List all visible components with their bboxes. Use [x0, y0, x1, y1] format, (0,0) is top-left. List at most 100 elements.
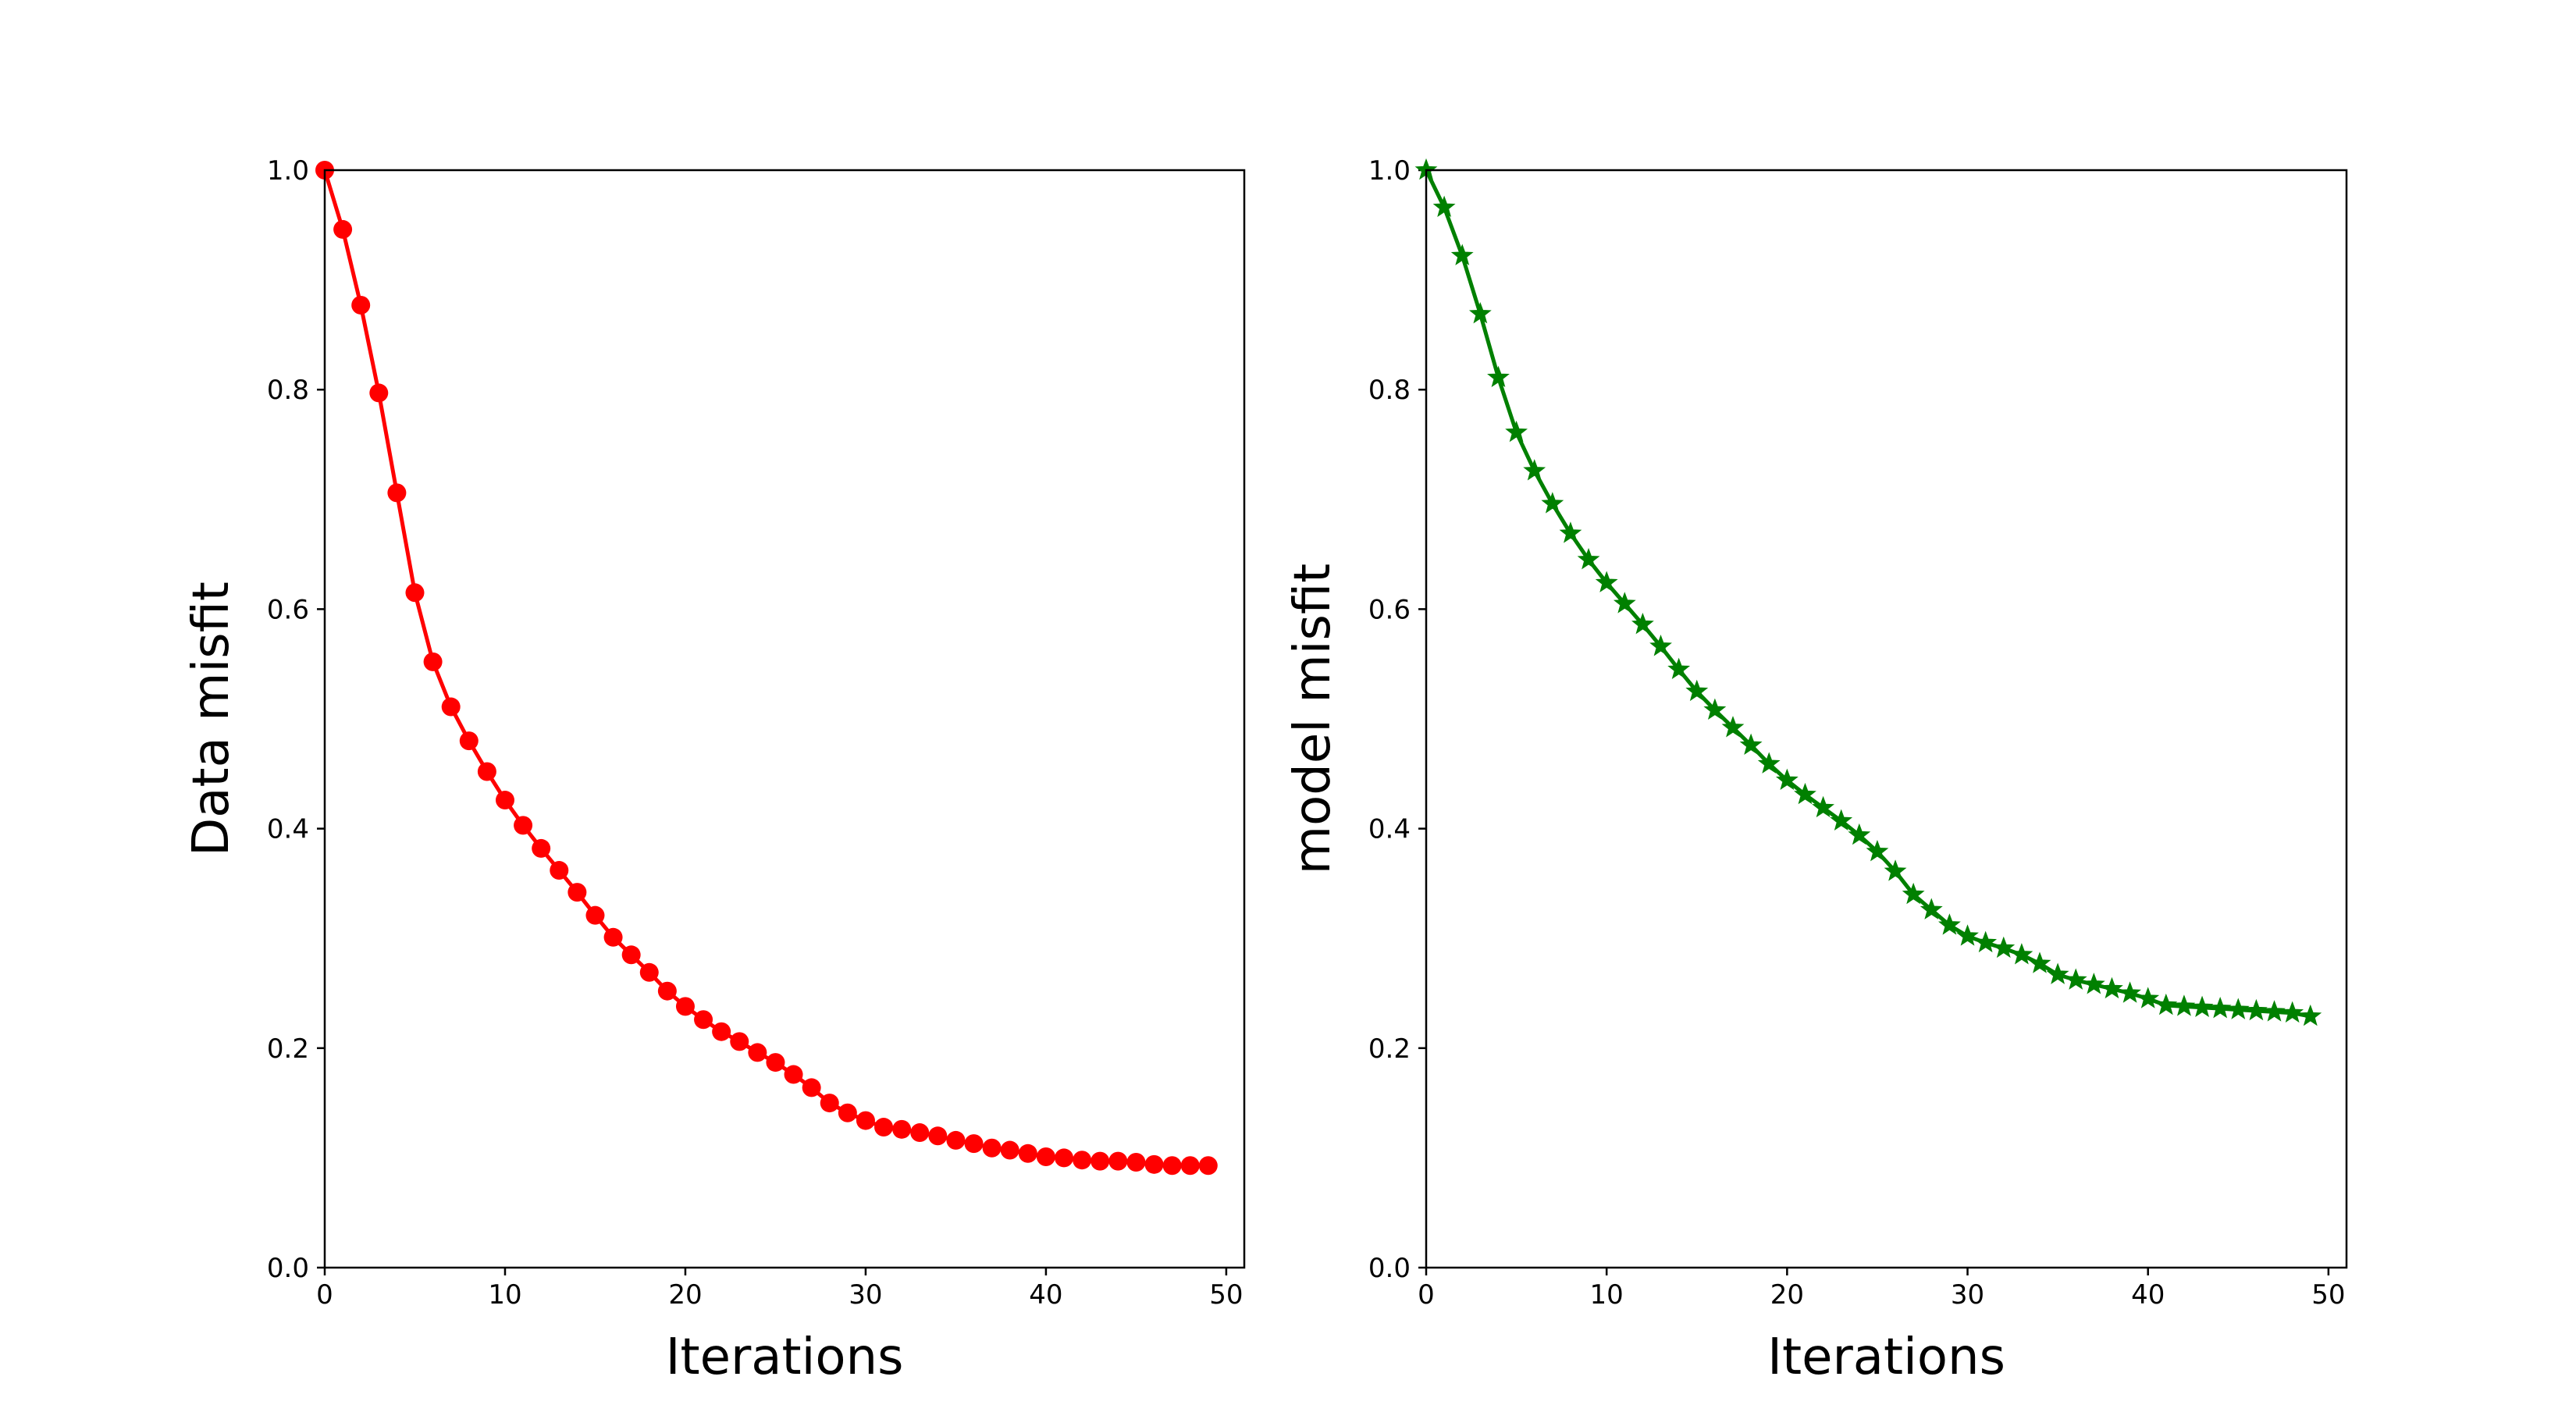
data-point — [1036, 1147, 1055, 1166]
data-point — [550, 861, 569, 880]
data-point — [1450, 244, 1474, 265]
x-tick-label: 20 — [668, 1279, 702, 1311]
data-point — [1992, 936, 2016, 959]
data-point — [1866, 839, 1889, 862]
data-point — [766, 1053, 785, 1072]
data-point — [2208, 997, 2232, 1019]
y-tick-label: 0.6 — [1368, 594, 1411, 625]
y-tick-label: 0.8 — [1368, 375, 1411, 406]
data-point — [477, 762, 496, 781]
data-point — [892, 1119, 912, 1139]
data-point — [1902, 882, 1925, 905]
data-point — [2172, 994, 2196, 1016]
data-point — [2010, 943, 2033, 965]
y-tick-label: 0.0 — [267, 1253, 309, 1284]
data-point — [351, 295, 371, 315]
data-point — [514, 816, 533, 835]
y-axis-label: Data misfit — [183, 582, 240, 856]
data-point — [459, 731, 479, 751]
data-point — [1920, 898, 1943, 919]
x-axis-label: Iterations — [1767, 1329, 2005, 1386]
x-tick-label: 30 — [1951, 1279, 1984, 1311]
data-point — [1055, 1148, 1074, 1168]
x-tick-label: 10 — [1590, 1279, 1624, 1311]
x-axis-label: Iterations — [666, 1329, 904, 1386]
data-point — [2299, 1004, 2322, 1026]
data-point — [675, 997, 695, 1016]
data-point — [1162, 1156, 1182, 1176]
data-point — [1884, 859, 1907, 881]
data-point — [928, 1126, 948, 1146]
data-point — [585, 905, 605, 925]
data-point — [1956, 924, 1979, 946]
data-point — [1523, 459, 1546, 481]
series-line — [322, 169, 1208, 1168]
data-point — [982, 1138, 1002, 1158]
data-point — [856, 1111, 875, 1130]
data-point — [1018, 1144, 1037, 1163]
data-point — [2190, 995, 2214, 1018]
data-point — [748, 1043, 767, 1062]
data-point — [1703, 698, 1727, 720]
data-point — [495, 791, 514, 810]
data-point — [639, 962, 659, 982]
series-line — [1424, 169, 2311, 1019]
data-point — [802, 1078, 821, 1097]
data-point — [2064, 968, 2087, 990]
data-point — [910, 1123, 930, 1143]
data-point — [1126, 1153, 1146, 1172]
x-tick-label: 20 — [1770, 1279, 1804, 1311]
data-point — [838, 1103, 857, 1122]
data-point — [1848, 823, 1871, 845]
data-point — [1541, 492, 1564, 514]
data-point — [2101, 976, 2123, 999]
y-tick-label: 0.4 — [1368, 814, 1411, 845]
data-point — [1198, 1156, 1218, 1176]
data-point — [1468, 302, 1492, 324]
plot-frame — [323, 169, 1246, 1269]
data-point — [1144, 1154, 1164, 1174]
data-point — [2226, 998, 2250, 1019]
data-point — [712, 1022, 731, 1041]
x-tick-label: 50 — [1209, 1279, 1243, 1311]
data-point — [1775, 768, 1799, 790]
x-tick-label: 50 — [2311, 1279, 2345, 1311]
data-point — [1721, 716, 1745, 738]
data-point — [1667, 657, 1691, 679]
data-point — [1505, 420, 1528, 443]
data-point — [1812, 795, 1834, 818]
data-point — [568, 883, 587, 902]
x-tick-label: 40 — [2131, 1279, 2165, 1311]
data-point — [1613, 592, 1636, 614]
y-axis-label: model misfit — [1284, 564, 1342, 875]
y-tick-label: 1.0 — [267, 155, 309, 187]
x-tick-label: 0 — [1418, 1279, 1435, 1311]
data-point — [1794, 782, 1816, 805]
data-point — [1180, 1156, 1200, 1176]
x-tick-label: 0 — [316, 1279, 333, 1311]
data-point — [333, 219, 353, 239]
data-point — [369, 383, 389, 403]
data-point — [964, 1134, 984, 1154]
data-point — [820, 1094, 839, 1113]
data-point — [532, 838, 551, 858]
data-point — [2119, 981, 2141, 1003]
data-point — [2137, 987, 2160, 1008]
y-tick-label: 0.0 — [1368, 1253, 1411, 1284]
y-tick-label: 0.8 — [267, 375, 309, 406]
data-point — [2082, 973, 2105, 994]
data-point — [1830, 809, 1853, 831]
data-point — [387, 483, 407, 503]
data-point — [1487, 365, 1510, 387]
data-point — [2245, 998, 2268, 1021]
data-point — [1091, 1151, 1110, 1171]
chart-panel-2: 0 10 20 30 40 50 0.0 0.2 0.4 0.6 0.8 1.0 Iterations m… — [1284, 155, 2348, 1386]
data-point — [1595, 571, 1618, 592]
data-point — [423, 652, 443, 671]
y-tick-label: 0.2 — [1368, 1033, 1411, 1065]
data-point — [657, 981, 677, 1001]
data-point — [2263, 1000, 2286, 1022]
data-point — [1631, 612, 1654, 635]
data-point — [694, 1010, 713, 1030]
